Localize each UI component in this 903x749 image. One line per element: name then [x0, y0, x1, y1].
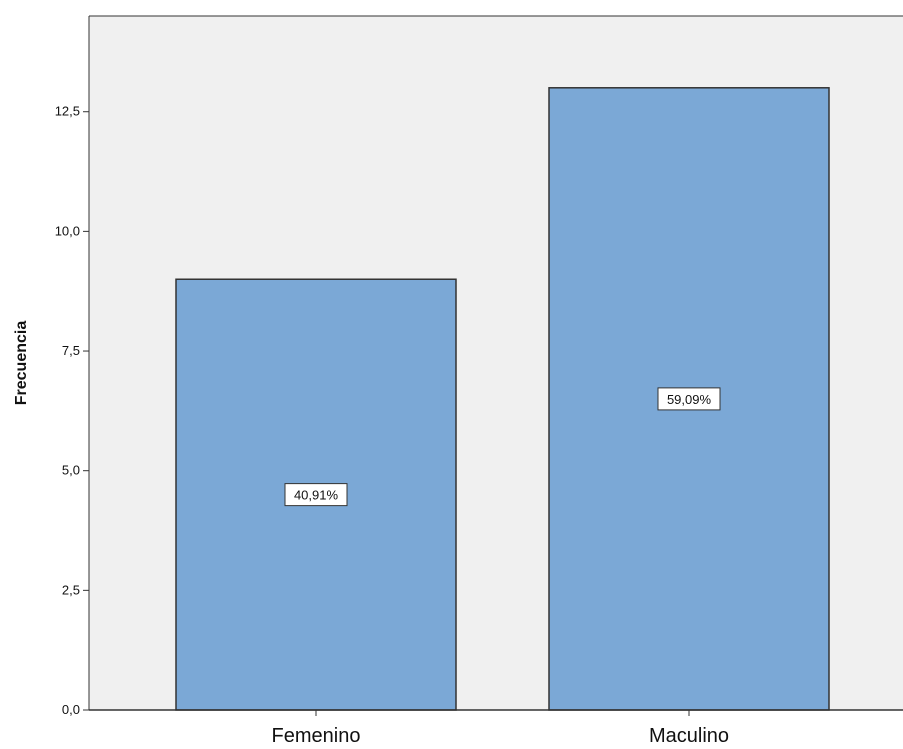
data-label: 40,91% — [284, 483, 348, 507]
data-label-text: 59,09% — [667, 392, 712, 407]
y-tick-label: 10,0 — [55, 223, 80, 238]
y-tick-label: 0,0 — [62, 702, 80, 717]
y-tick-label: 2,5 — [62, 582, 80, 597]
y-tick-label: 12,5 — [55, 104, 80, 119]
data-labels-group: 40,91% 59,09% — [284, 387, 721, 507]
data-label: 59,09% — [657, 387, 721, 411]
x-category-label: Femenino — [272, 725, 361, 747]
data-label-box — [657, 387, 721, 411]
y-axis-title: Frecuencia — [13, 321, 30, 406]
y-axis: 0,0 2,5 5,0 7,5 10,0 12,5 — [55, 15, 903, 717]
x-category-label: Maculino — [649, 725, 729, 747]
data-label-text: 40,91% — [294, 488, 339, 503]
data-label-box — [284, 483, 348, 507]
x-axis: Femenino Maculino — [89, 709, 903, 747]
y-tick-label: 7,5 — [62, 343, 80, 358]
y-tick-label: 5,0 — [62, 463, 80, 478]
